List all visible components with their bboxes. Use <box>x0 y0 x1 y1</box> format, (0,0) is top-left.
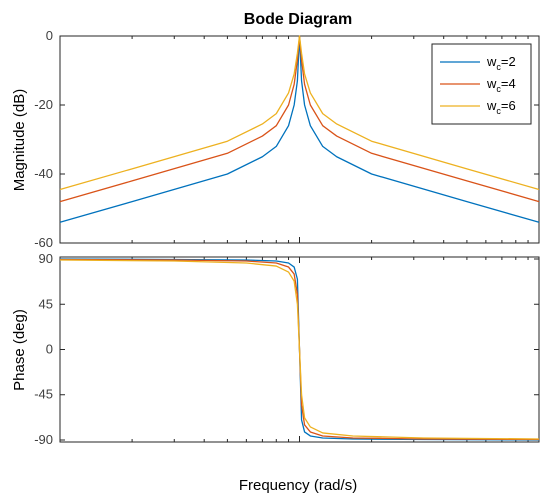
phase-series-line-3 <box>59 259 540 440</box>
magnitude-lines <box>59 35 540 223</box>
magnitude-x-ticks <box>59 36 529 243</box>
phase-y-tick-label: -90 <box>34 432 53 447</box>
magnitude-y-ticks: 0 -20 -40 -60 <box>34 28 539 250</box>
phase-y-tick-label: 45 <box>39 296 53 311</box>
magnitude-y-tick-label: 0 <box>46 28 53 43</box>
x-axis-label: Frequency (rad/s) <box>239 477 357 494</box>
legend-label-2: wc=4 <box>486 76 516 94</box>
magnitude-y-label: Magnitude (dB) <box>11 89 28 192</box>
magnitude-series-line-3 <box>59 35 540 191</box>
legend-label-3: wc=6 <box>486 98 516 116</box>
phase-y-ticks: 90 45 0 -45 -90 <box>34 251 539 447</box>
phase-panel: 90 45 0 -45 -90 Phase (deg) <box>11 251 540 447</box>
phase-y-tick-label: 0 <box>46 342 53 357</box>
phase-lines <box>59 258 540 441</box>
phase-y-tick-label: 90 <box>39 251 53 266</box>
magnitude-y-tick-label: -60 <box>34 235 53 250</box>
chart-title: Bode Diagram <box>244 11 352 28</box>
phase-y-tick-label: -45 <box>34 387 53 402</box>
phase-y-label: Phase (deg) <box>11 309 28 391</box>
legend: wc=2 wc=4 wc=6 <box>431 43 532 125</box>
magnitude-y-tick-label: -20 <box>34 97 53 112</box>
magnitude-y-tick-label: -40 <box>34 166 53 181</box>
legend-label-1: wc=2 <box>486 54 516 72</box>
